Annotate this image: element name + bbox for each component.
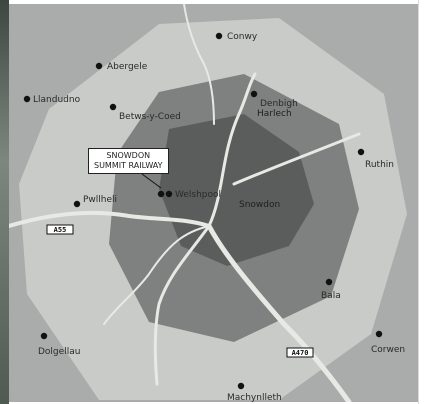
town-marker-icon	[357, 148, 365, 156]
town-conwy[interactable]: Conwy	[215, 32, 258, 42]
town-corwen[interactable]: Corwen	[371, 330, 405, 355]
town-marker-icon	[23, 95, 31, 103]
town-label: Denbigh	[260, 99, 298, 109]
road-to-top	[183, 4, 215, 125]
map-frame[interactable]: A55 A470 Conwy Abergele Llandudno Betws-y-C…	[9, 4, 419, 402]
zone-label-inner: Snowdon	[239, 200, 280, 210]
town-marker-icon	[109, 103, 117, 111]
town-abergele[interactable]: Abergele	[95, 62, 148, 72]
town-label: Llandudno	[33, 95, 81, 105]
town-label: Welshpool	[175, 190, 221, 200]
left-edge-strip	[0, 0, 9, 404]
callout-marker[interactable]	[157, 190, 165, 198]
town-dolgellau[interactable]: Dolgellau	[38, 332, 80, 357]
road-west-branch	[103, 225, 210, 325]
town-marker-icon	[325, 278, 333, 286]
town-denbigh[interactable]: Denbigh	[250, 90, 298, 109]
town-label: Bala	[321, 291, 341, 301]
town-machynlleth[interactable]: Machynlleth	[227, 382, 282, 402]
callout-line-2: SUMMIT RAILWAY	[94, 161, 163, 170]
road-shield-1: A55	[46, 224, 74, 235]
road-southwest	[153, 224, 211, 386]
town-marker-icon	[165, 190, 173, 198]
inner-zone	[159, 114, 314, 266]
town-marker-icon	[215, 32, 223, 40]
zone-label-middle: Harlech	[257, 109, 292, 119]
map-canvas[interactable]: A55 A470 Conwy Abergele Llandudno Betws-y-C…	[9, 4, 419, 402]
callout-pointer	[141, 173, 162, 189]
town-pwllheli[interactable]: Pwllheli	[73, 195, 117, 208]
svg-text:A55: A55	[54, 226, 67, 234]
town-marker-icon	[95, 62, 103, 70]
town-ruthin[interactable]: Ruthin	[357, 148, 394, 170]
town-marker-icon	[250, 90, 258, 98]
town-welshpool[interactable]: Welshpool	[165, 190, 221, 200]
svg-text:A470: A470	[292, 349, 309, 357]
town-label: Conwy	[227, 32, 258, 42]
town-label: Machynlleth	[227, 393, 282, 402]
callout-line-1: SNOWDON	[106, 151, 151, 160]
poi-callout[interactable]: SNOWDON SUMMIT RAILWAY	[88, 148, 169, 174]
town-label: Abergele	[107, 62, 148, 72]
town-marker-icon	[73, 200, 81, 208]
town-label: Dolgellau	[38, 347, 80, 357]
road-northeast	[232, 132, 361, 186]
town-marker-icon	[375, 330, 383, 338]
town-markers: Conwy Abergele Llandudno Betws-y-Coed Denbig…	[23, 32, 405, 402]
right-edge-strip	[418, 0, 429, 404]
town-llandudno[interactable]: Llandudno	[23, 95, 81, 105]
road-south	[206, 223, 352, 402]
town-bala[interactable]: Bala	[321, 278, 341, 301]
town-label: Ruthin	[365, 160, 394, 170]
town-marker-icon	[40, 332, 48, 340]
town-label: Betws-y-Coed	[119, 112, 181, 122]
town-label: Corwen	[371, 345, 405, 355]
town-marker-icon	[237, 382, 245, 390]
town-label: Pwllheli	[83, 195, 117, 205]
town-betws-y-coed[interactable]: Betws-y-Coed	[109, 103, 181, 122]
road-west	[9, 210, 211, 228]
road-north	[207, 72, 257, 228]
road-shield-2: A470	[286, 347, 314, 358]
